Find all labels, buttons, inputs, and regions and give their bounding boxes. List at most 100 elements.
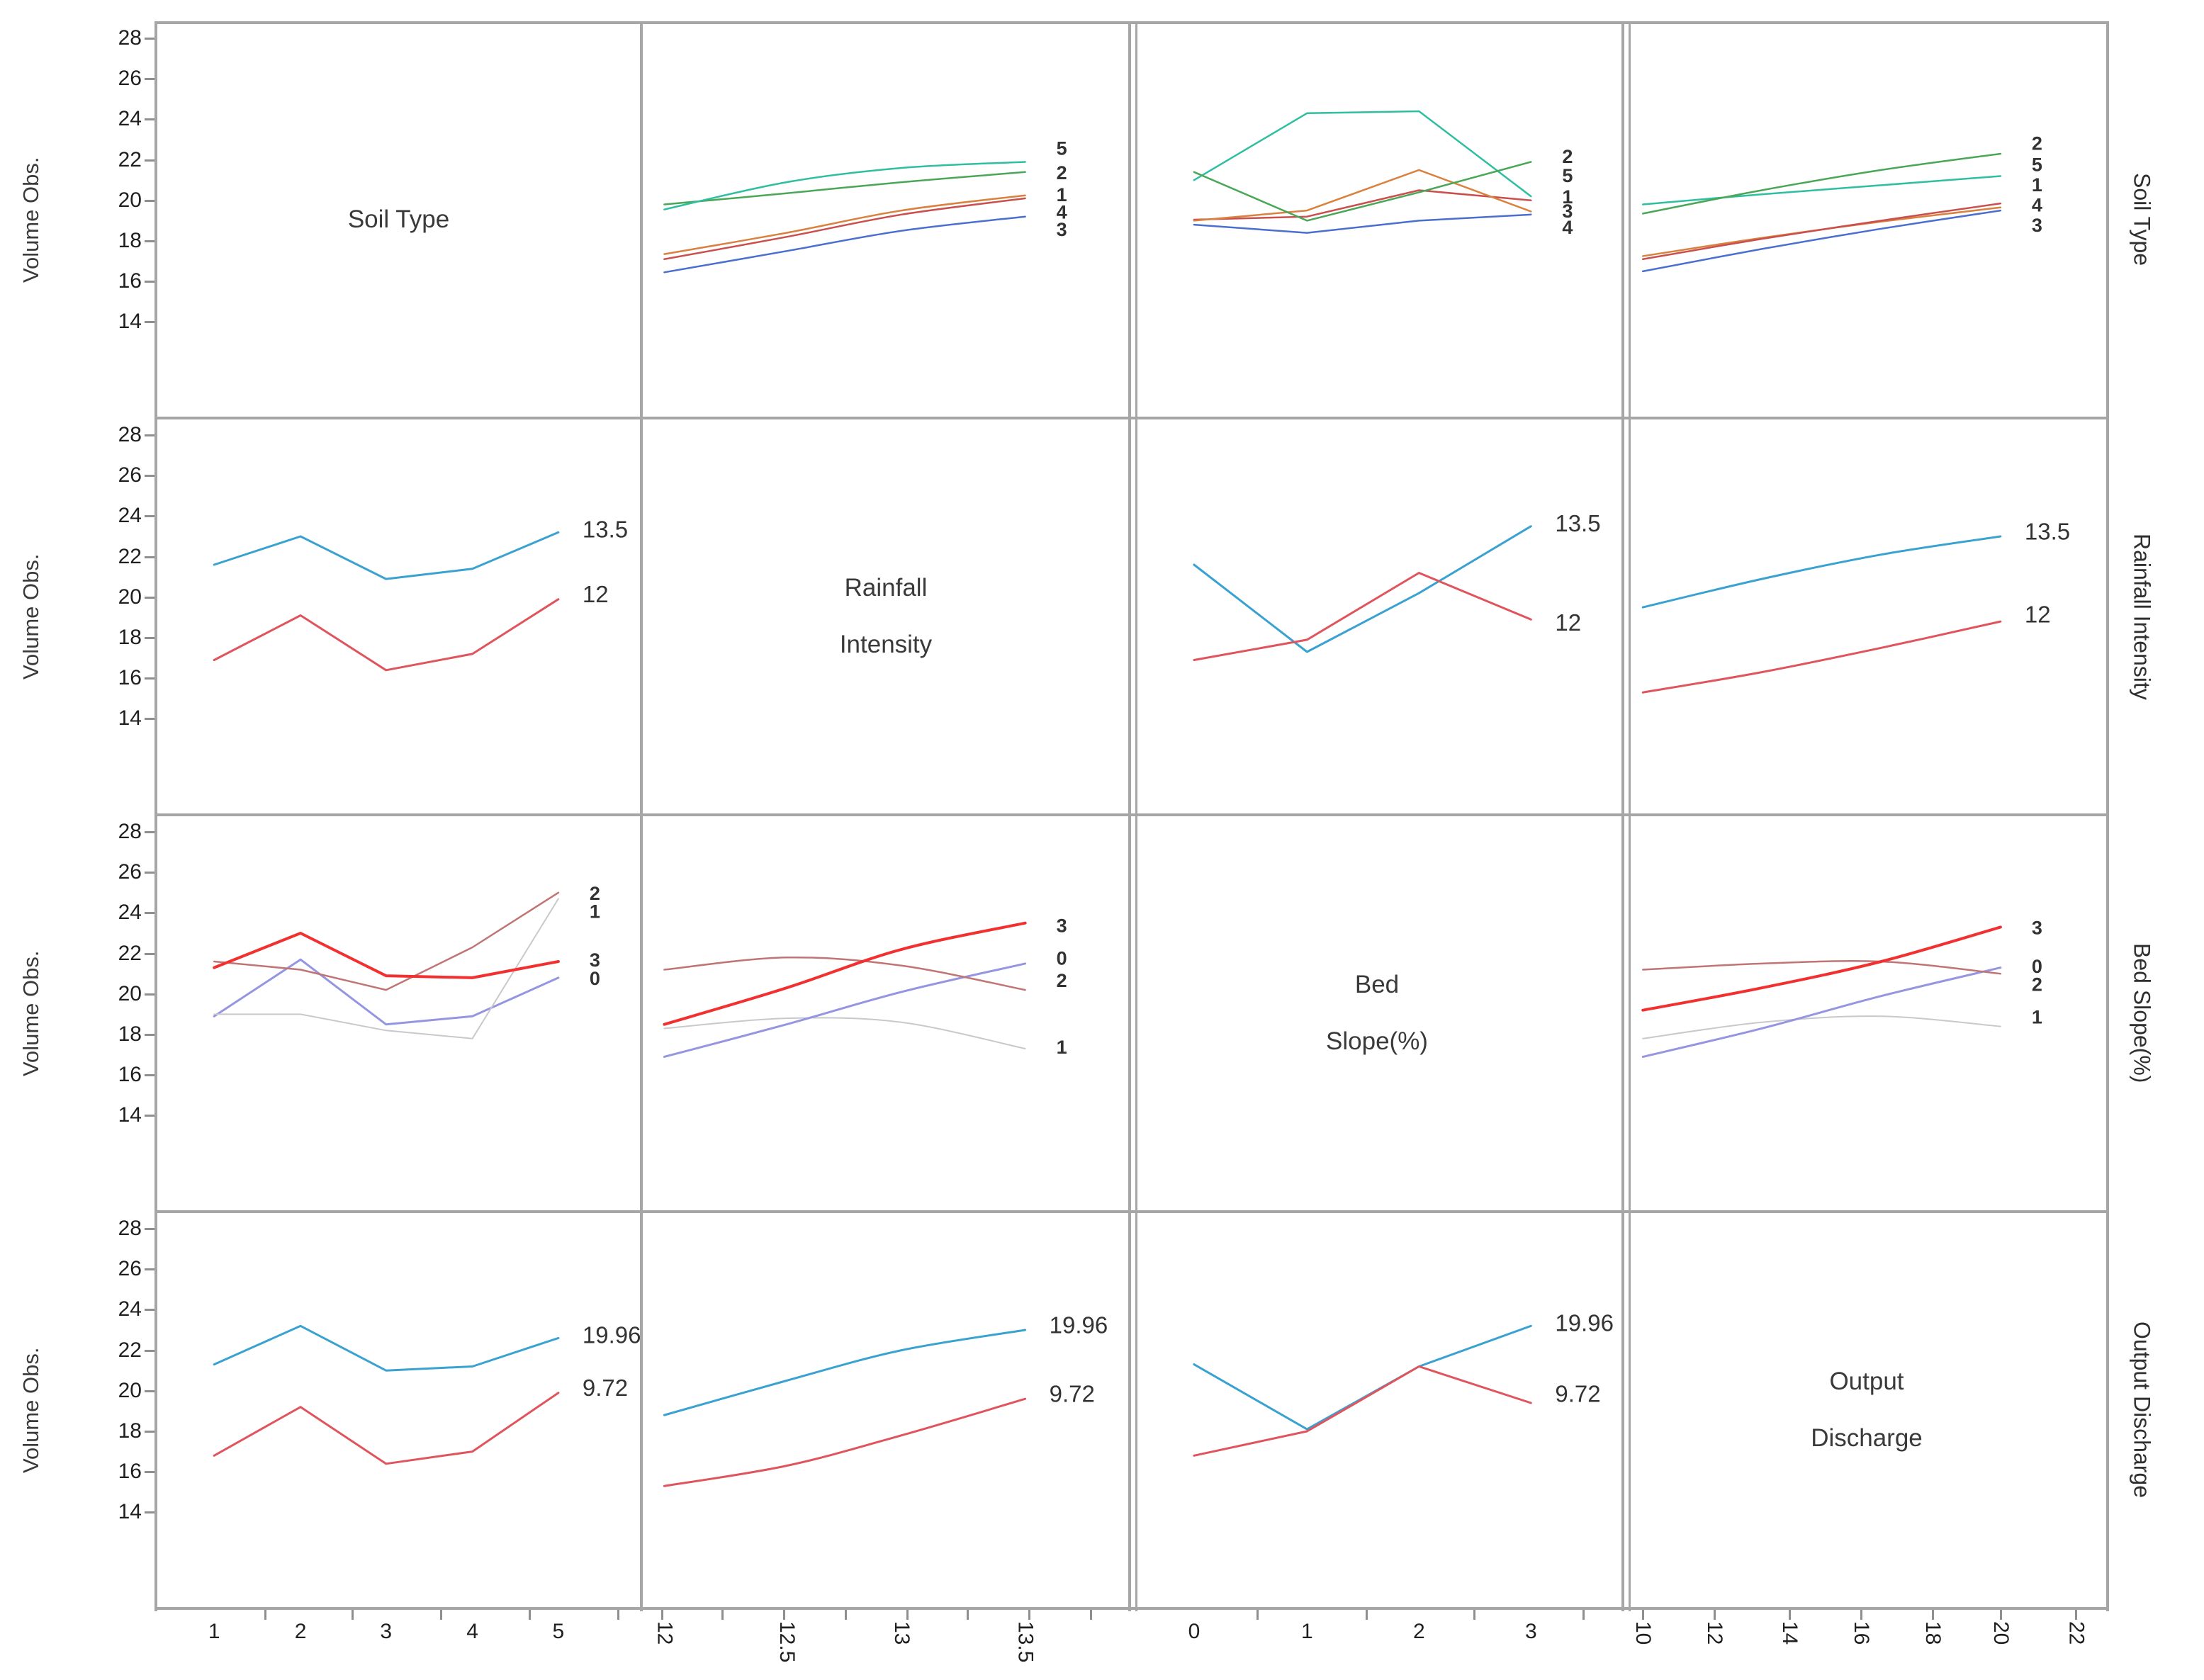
- series-end-label: 13.5: [583, 516, 628, 542]
- y-tick-label: 20: [118, 981, 142, 1005]
- series-end-label: 12: [583, 581, 609, 607]
- series-end-label: 4: [2032, 195, 2042, 216]
- grid-vline: [1629, 21, 1631, 1611]
- series-line-3: [1193, 169, 1532, 222]
- x-tick-label: 1: [1300, 1620, 1313, 1643]
- row-factor-label: Bed Slope(%): [2129, 943, 2155, 1083]
- series-line-2: [1641, 152, 2002, 215]
- y-tick-mark: [145, 515, 154, 518]
- series-end-label: 4: [1562, 217, 1573, 238]
- y-tick-label: 20: [118, 1378, 142, 1402]
- y-tick-mark: [145, 434, 154, 436]
- x-tick-mark: [1256, 1610, 1259, 1620]
- series-line-1: [663, 1017, 1026, 1049]
- series-end-label: 19.96: [583, 1322, 641, 1348]
- panel-r4-c3: 19.96 9.72: [1132, 1212, 1621, 1608]
- y-tick-mark: [145, 596, 154, 599]
- series-end-label: 1: [2032, 1006, 2042, 1027]
- x-tick-mark: [1028, 1610, 1031, 1620]
- y-tick-mark: [145, 1431, 154, 1433]
- y-tick-label: 26: [118, 1257, 142, 1281]
- x-tick-label: 2: [1412, 1620, 1425, 1643]
- series-line-9.72: [213, 1392, 560, 1465]
- row-factor-label: Output Discharge: [2129, 1321, 2155, 1499]
- series-end-label: 9.72: [1555, 1381, 1600, 1407]
- y-tick-label: 20: [118, 585, 142, 609]
- y-tick-mark: [145, 1034, 154, 1036]
- series-line-0: [213, 958, 560, 1026]
- series-end-label: 5: [1057, 137, 1067, 159]
- series-end-label: 3: [590, 949, 600, 971]
- x-tick-label: 18: [1921, 1621, 1945, 1645]
- diag-label-rainfall-intensity: Rainfall Intensity: [641, 418, 1130, 815]
- y-tick-label: 24: [118, 504, 142, 528]
- y-tick-label: 14: [118, 1103, 142, 1127]
- diag-label-line: Rainfall: [844, 573, 928, 602]
- grid-hline: [154, 1607, 2109, 1610]
- series-end-label: 2: [2032, 133, 2042, 154]
- series-line-4: [1193, 213, 1532, 234]
- x-tick-label: 1: [208, 1620, 220, 1643]
- x-tick-mark: [721, 1610, 724, 1620]
- y-tick-label: 20: [118, 188, 142, 212]
- series-line-5: [1193, 110, 1532, 198]
- y-tick-label: 22: [118, 544, 142, 568]
- x-tick-mark: [1473, 1610, 1476, 1620]
- panel-r4-c1: 19.96 9.72: [156, 1212, 641, 1608]
- grid-vline: [640, 21, 643, 1611]
- panel-plot: 13.5 12: [213, 516, 628, 672]
- x-tick-mark: [1714, 1610, 1716, 1620]
- y-tick-label: 16: [118, 1460, 142, 1484]
- grid-hline: [154, 813, 2109, 816]
- series-line-1: [1193, 189, 1532, 221]
- series-line-12: [213, 598, 560, 672]
- y-tick-label: 26: [118, 860, 142, 884]
- grid-vline: [1621, 21, 1624, 1611]
- series-end-label: 1: [1562, 186, 1573, 208]
- x-tick-label: 4: [466, 1620, 478, 1643]
- panel-plot: 19.96 9.72: [213, 1322, 641, 1465]
- x-tick-label: 10: [1631, 1621, 1655, 1645]
- series-line-2: [213, 891, 560, 991]
- x-tick-mark: [1860, 1610, 1862, 1620]
- series-line-0: [663, 962, 1027, 1058]
- y-tick-label: 28: [118, 1217, 142, 1240]
- diag-label-line: Slope(%): [1326, 1027, 1428, 1055]
- y-tick-label: 26: [118, 463, 142, 487]
- series-line-3: [213, 932, 560, 979]
- x-tick-mark: [440, 1610, 443, 1620]
- y-tick-label: 18: [118, 1022, 142, 1046]
- x-tick-mark: [351, 1610, 354, 1620]
- series-line-4: [663, 197, 1026, 260]
- diag-label-output-discharge: Output Discharge: [1625, 1212, 2108, 1608]
- x-tick-mark: [660, 1610, 663, 1620]
- series-line-5: [1641, 175, 2002, 205]
- y-tick-mark: [145, 993, 154, 996]
- series-end-label: 9.72: [1050, 1381, 1095, 1407]
- y-tick-mark: [145, 718, 154, 721]
- series-line-2: [663, 171, 1026, 205]
- panel-r2-c4: 13.5 12: [1625, 418, 2108, 815]
- panel-plot: 1 02 3: [1641, 917, 2042, 1058]
- panel-plot: 13.5 12: [1641, 518, 2070, 694]
- series-end-label: 3: [1057, 915, 1067, 937]
- y-tick-mark: [145, 281, 154, 283]
- panel-plot: 0 12 3: [213, 883, 600, 1039]
- y-tick-mark: [145, 475, 154, 478]
- y-tick-label: 24: [118, 107, 142, 131]
- series-end-label: 9.72: [583, 1375, 628, 1401]
- series-line-0: [1641, 966, 2002, 1058]
- y-tick-label: 16: [118, 269, 142, 293]
- x-tick-mark: [2075, 1610, 2078, 1620]
- x-tick-label: 12: [653, 1621, 677, 1645]
- y-tick-mark: [145, 1349, 154, 1352]
- y-tick-mark: [145, 1389, 154, 1392]
- x-tick-label: 13: [890, 1621, 914, 1645]
- series-line-12: [1193, 572, 1532, 661]
- x-tick-mark: [967, 1610, 969, 1620]
- series-end-label: 3: [2032, 215, 2042, 236]
